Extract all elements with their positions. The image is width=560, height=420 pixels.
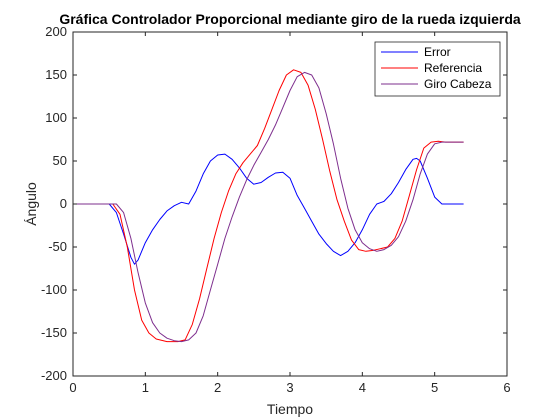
y-axis-label: Ángulo bbox=[23, 182, 39, 226]
y-tick-label: -150 bbox=[41, 325, 67, 340]
y-tick-label: 0 bbox=[60, 196, 67, 211]
x-axis-label: Tiempo bbox=[267, 401, 313, 417]
x-tick-label: 0 bbox=[69, 380, 76, 395]
series-line-error bbox=[73, 153, 464, 265]
y-tick-label: 100 bbox=[45, 110, 67, 125]
ticks-layer: 0 1 2 3 4 5 6 -200 -150 -100 -50 0 50 100 150 200 bbox=[41, 24, 511, 395]
x-tick-label: 1 bbox=[142, 380, 149, 395]
series-line-giro-cabeza bbox=[73, 71, 464, 343]
x-tick-label: 3 bbox=[286, 380, 293, 395]
y-tick-label: -100 bbox=[41, 282, 67, 297]
x-tick-label: 5 bbox=[431, 380, 438, 395]
y-tick-label: 200 bbox=[45, 24, 67, 39]
legend: Error Referencia Giro Cabeza bbox=[374, 41, 501, 97]
plot-frame bbox=[72, 31, 508, 377]
legend-label-giro-cabeza: Giro Cabeza bbox=[424, 77, 492, 91]
y-tick-label: -50 bbox=[48, 239, 67, 254]
y-tick-label: -200 bbox=[41, 368, 67, 383]
y-tick-label: 50 bbox=[53, 153, 67, 168]
legend-box bbox=[374, 41, 501, 97]
x-tick-label: 6 bbox=[503, 380, 510, 395]
x-tick-label: 2 bbox=[214, 380, 221, 395]
y-tick-label: 150 bbox=[45, 67, 67, 82]
series-layer bbox=[73, 69, 464, 343]
x-tick-label: 4 bbox=[359, 380, 366, 395]
series-line-referencia bbox=[73, 69, 464, 343]
legend-label-error: Error bbox=[424, 45, 451, 59]
chart-title: Gráfica Controlador Proporcional mediant… bbox=[59, 11, 521, 27]
legend-label-referencia: Referencia bbox=[424, 61, 482, 75]
